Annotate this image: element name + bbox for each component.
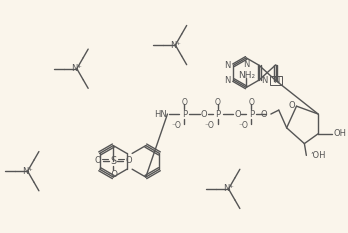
Text: P: P [215, 110, 220, 119]
Text: ʼOH: ʼOH [310, 151, 326, 160]
Text: S: S [110, 156, 116, 166]
Text: O: O [234, 110, 241, 119]
Text: HN: HN [154, 110, 166, 119]
Text: N: N [224, 61, 230, 70]
Text: N⁺: N⁺ [223, 184, 234, 193]
Text: O: O [95, 156, 102, 165]
Text: O: O [289, 101, 295, 110]
Text: O: O [248, 98, 254, 107]
Text: ⁻O: ⁻O [171, 121, 181, 130]
Text: N: N [224, 75, 230, 85]
Text: N⁺: N⁺ [170, 41, 181, 50]
Text: ⁻O: ⁻O [108, 170, 119, 179]
Text: ⁻O: ⁻O [238, 121, 248, 130]
Text: P: P [248, 110, 254, 119]
Text: N: N [272, 76, 279, 85]
Text: O: O [181, 98, 187, 107]
Text: O: O [125, 156, 132, 165]
Text: O: O [215, 98, 221, 107]
Text: N: N [243, 60, 250, 69]
Text: NH₂: NH₂ [238, 71, 255, 80]
Text: ⁻O: ⁻O [205, 121, 215, 130]
Text: OH: OH [334, 129, 347, 138]
Text: O: O [200, 110, 207, 119]
Text: O: O [260, 110, 267, 119]
Text: N⁺: N⁺ [22, 167, 33, 176]
Text: N: N [261, 75, 267, 85]
Text: N⁺: N⁺ [71, 64, 82, 73]
Text: P: P [182, 110, 187, 119]
FancyBboxPatch shape [270, 76, 282, 85]
